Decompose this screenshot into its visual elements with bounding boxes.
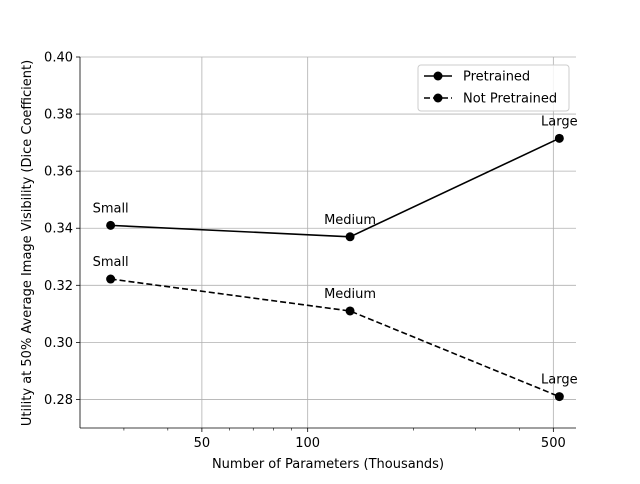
y-tick-label: 0.28 [44,393,73,408]
data-series [106,133,564,402]
legend-marker [433,71,443,81]
data-point [106,274,116,284]
x-tick-label: 50 [194,436,211,451]
point-label: Small [93,201,129,216]
y-axis-label: Utility at 50% Average Image Visibility … [20,60,35,426]
legend: Pretrained Not Pretrained [417,64,570,112]
legend-label: Pretrained [463,70,530,85]
point-labels: Small Medium Large Small Medium Large [93,114,578,387]
series-line [110,278,560,398]
data-point [345,306,355,316]
data-point [554,392,564,402]
y-tick-label: 0.36 [44,165,73,180]
legend-label: Not Pretrained [463,92,557,107]
x-tick-label: 100 [295,436,320,451]
point-label: Medium [324,287,376,302]
legend-marker [433,93,443,103]
y-tick-label: 0.30 [44,336,73,351]
x-tick-label: 500 [541,436,566,451]
y-tick-label: 0.32 [44,279,73,294]
data-point [554,133,564,143]
data-point [345,232,355,242]
point-label: Small [93,255,129,270]
y-tick-label: 0.34 [44,222,73,237]
point-label: Large [541,114,578,129]
point-label: Medium [324,213,376,228]
data-point [106,220,116,230]
y-tick-label: 0.38 [44,108,73,123]
axes: 0.28 0.30 0.32 0.34 0.36 0.38 0.40 50 100 500 [44,51,576,451]
point-label: Large [541,373,578,388]
x-axis-label: Number of Parameters (Thousands) [212,457,444,472]
y-tick-label: 0.40 [44,51,73,66]
legend-box [417,64,570,112]
